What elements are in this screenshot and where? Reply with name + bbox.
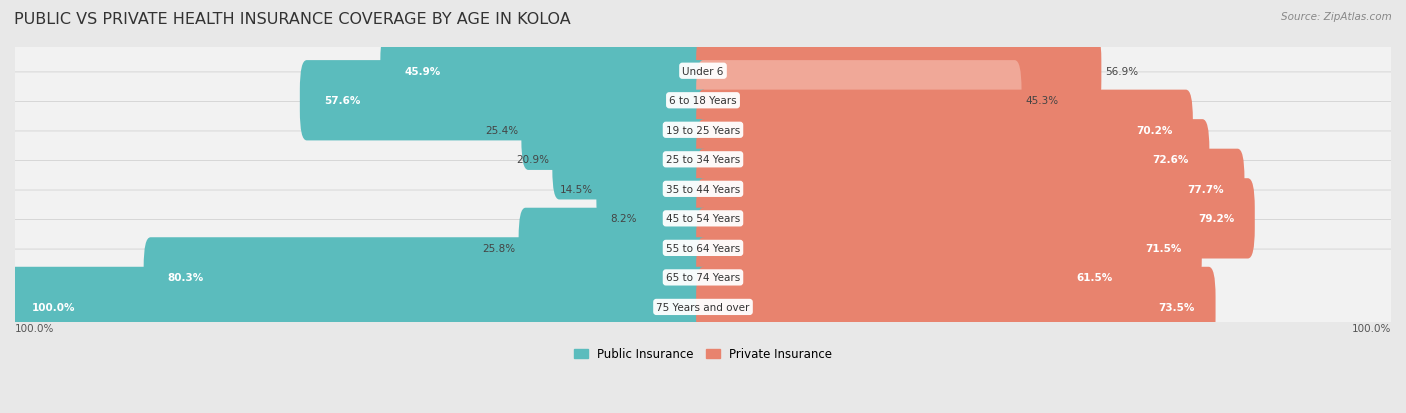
FancyBboxPatch shape: [696, 31, 1101, 112]
Text: 61.5%: 61.5%: [1076, 273, 1112, 283]
FancyBboxPatch shape: [4, 43, 1402, 159]
Text: 100.0%: 100.0%: [32, 302, 76, 312]
FancyBboxPatch shape: [4, 14, 1402, 129]
Text: 8.2%: 8.2%: [610, 214, 637, 224]
FancyBboxPatch shape: [522, 90, 710, 171]
Text: Under 6: Under 6: [682, 66, 724, 76]
FancyBboxPatch shape: [4, 161, 1402, 277]
Text: Source: ZipAtlas.com: Source: ZipAtlas.com: [1281, 12, 1392, 22]
FancyBboxPatch shape: [640, 179, 710, 259]
FancyBboxPatch shape: [553, 120, 710, 200]
FancyBboxPatch shape: [4, 190, 1402, 306]
FancyBboxPatch shape: [4, 249, 1402, 365]
FancyBboxPatch shape: [596, 150, 710, 230]
Text: 55 to 64 Years: 55 to 64 Years: [666, 243, 740, 253]
Text: 14.5%: 14.5%: [560, 184, 593, 195]
Text: 19 to 25 Years: 19 to 25 Years: [666, 126, 740, 135]
Text: 75 Years and over: 75 Years and over: [657, 302, 749, 312]
Text: 100.0%: 100.0%: [1351, 323, 1391, 333]
FancyBboxPatch shape: [696, 150, 1244, 230]
Text: 80.3%: 80.3%: [167, 273, 204, 283]
FancyBboxPatch shape: [143, 237, 710, 318]
Text: 72.6%: 72.6%: [1153, 155, 1188, 165]
Text: 25.4%: 25.4%: [485, 126, 517, 135]
Text: 6 to 18 Years: 6 to 18 Years: [669, 96, 737, 106]
FancyBboxPatch shape: [696, 120, 1209, 200]
Text: 45.3%: 45.3%: [1025, 96, 1059, 106]
FancyBboxPatch shape: [4, 132, 1402, 247]
Text: 45.9%: 45.9%: [405, 66, 440, 76]
Text: 25.8%: 25.8%: [482, 243, 515, 253]
FancyBboxPatch shape: [696, 237, 1133, 318]
FancyBboxPatch shape: [696, 61, 1022, 141]
Text: 56.9%: 56.9%: [1105, 66, 1137, 76]
Text: 79.2%: 79.2%: [1198, 214, 1234, 224]
Text: 20.9%: 20.9%: [516, 155, 548, 165]
FancyBboxPatch shape: [8, 267, 710, 347]
FancyBboxPatch shape: [299, 61, 710, 141]
FancyBboxPatch shape: [696, 90, 1192, 171]
Text: 35 to 44 Years: 35 to 44 Years: [666, 184, 740, 195]
FancyBboxPatch shape: [4, 102, 1402, 218]
Legend: Public Insurance, Private Insurance: Public Insurance, Private Insurance: [569, 343, 837, 366]
Text: 45 to 54 Years: 45 to 54 Years: [666, 214, 740, 224]
FancyBboxPatch shape: [696, 267, 1216, 347]
FancyBboxPatch shape: [696, 179, 1254, 259]
Text: 100.0%: 100.0%: [15, 323, 55, 333]
Text: PUBLIC VS PRIVATE HEALTH INSURANCE COVERAGE BY AGE IN KOLOA: PUBLIC VS PRIVATE HEALTH INSURANCE COVER…: [14, 12, 571, 27]
Text: 65 to 74 Years: 65 to 74 Years: [666, 273, 740, 283]
Text: 71.5%: 71.5%: [1144, 243, 1181, 253]
Text: 77.7%: 77.7%: [1187, 184, 1223, 195]
FancyBboxPatch shape: [519, 208, 710, 288]
FancyBboxPatch shape: [381, 31, 710, 112]
Text: 70.2%: 70.2%: [1136, 126, 1173, 135]
Text: 25 to 34 Years: 25 to 34 Years: [666, 155, 740, 165]
FancyBboxPatch shape: [696, 208, 1202, 288]
FancyBboxPatch shape: [4, 220, 1402, 335]
FancyBboxPatch shape: [4, 73, 1402, 188]
Text: 73.5%: 73.5%: [1159, 302, 1195, 312]
Text: 57.6%: 57.6%: [323, 96, 360, 106]
